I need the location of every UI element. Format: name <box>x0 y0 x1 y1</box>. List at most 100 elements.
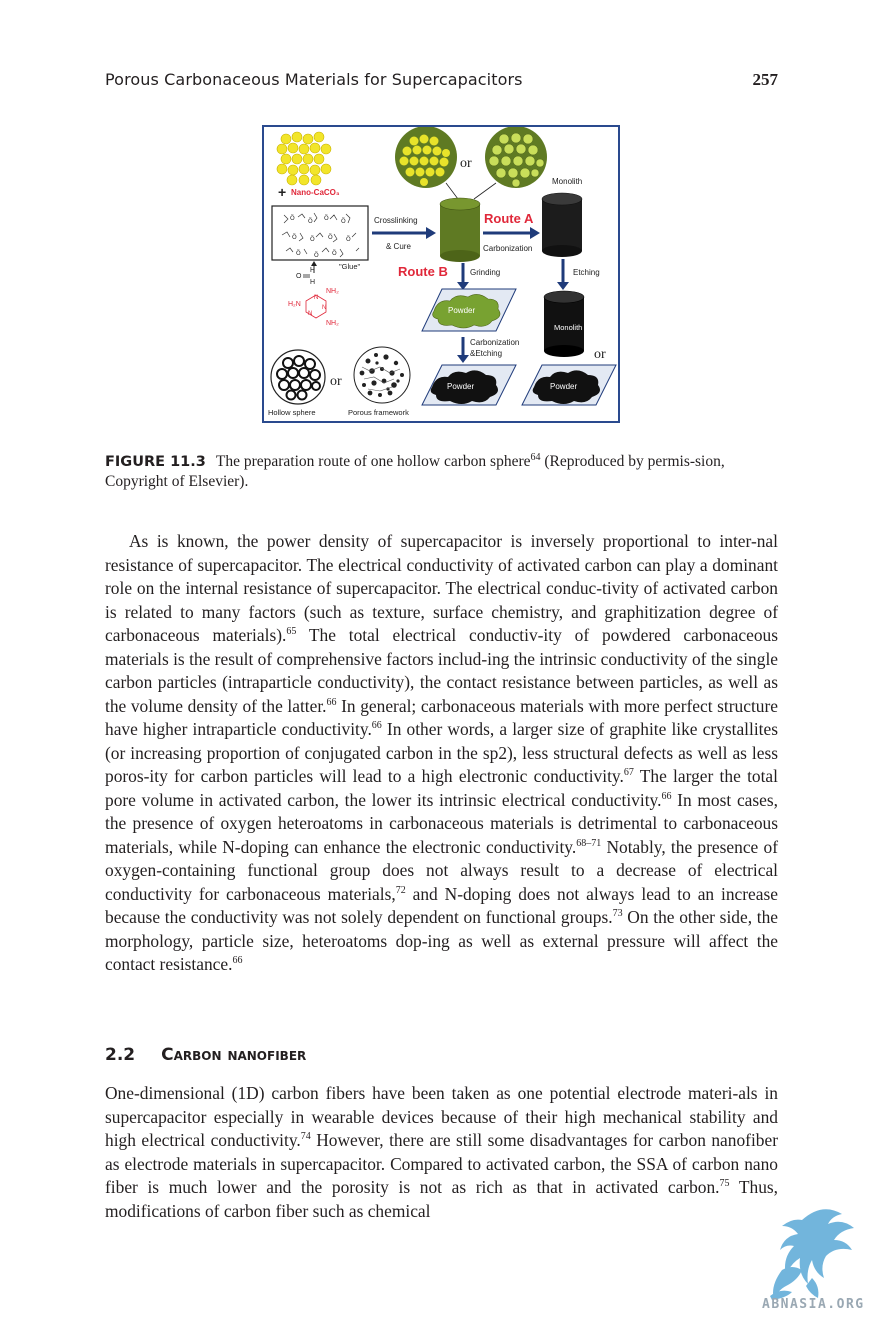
svg-text:Ö: Ö <box>290 215 295 222</box>
etching-label: Etching <box>573 268 600 277</box>
citation-ref: 73 <box>612 908 623 920</box>
citation-ref: 74 <box>300 1131 311 1143</box>
plus-sign: + <box>278 184 286 200</box>
svg-text:Ö: Ö <box>328 234 333 241</box>
connector-line-left <box>445 182 459 200</box>
svg-text:Ö: Ö <box>296 250 301 257</box>
text-run: In general; carbonaceous materials with … <box>105 695 778 740</box>
svg-text:H: H <box>310 279 315 286</box>
carbonization-etching-label-line2: &Etching <box>470 349 502 358</box>
running-title: Porous Carbonaceous Materials for Superc… <box>105 70 523 89</box>
citation-ref: 75 <box>719 1178 730 1190</box>
citation-ref: 66 <box>661 790 672 802</box>
polymer-network-box: Ö Ö Ö Ö Ö Ö Ö Ö Ö Ö Ö <box>271 205 369 261</box>
svg-text:H₂N: H₂N <box>288 301 301 308</box>
or-label-bottom: or <box>330 374 342 389</box>
svg-text:Ö: Ö <box>341 218 346 225</box>
svg-text:Ö: Ö <box>292 234 297 241</box>
route-a-arrow <box>483 227 540 239</box>
grinding-label: Grinding <box>470 268 500 277</box>
svg-text:Ö: Ö <box>314 252 319 259</box>
body-paragraph-nanofiber: One-dimensional (1D) carbon fibers have … <box>105 1082 778 1223</box>
text-run: One-dimensional (1D) carbon fibers have … <box>105 1083 778 1150</box>
svg-text:N: N <box>308 311 312 317</box>
citation-ref: 66 <box>326 696 337 708</box>
powder-label-black-right: Powder <box>550 382 577 391</box>
citation-ref: 72 <box>395 884 406 896</box>
route-b-label: Route B <box>398 264 448 279</box>
figure-caption: FIGURE 11.3 The preparation route of one … <box>105 452 778 492</box>
text-run: On the other side, the morphology, parti… <box>105 907 779 974</box>
text-run: Thus, modifications of carbon fiber such… <box>105 1177 779 1221</box>
green-monolith-cylinder <box>439 197 481 262</box>
page-number: 257 <box>752 70 779 89</box>
svg-text:H: H <box>310 267 315 274</box>
section-title: Carbon nanofiber <box>161 1045 307 1065</box>
section-number: 2.2 <box>105 1045 136 1065</box>
porous-framework-cluster <box>353 346 411 404</box>
citation-ref: 68–71 <box>576 837 602 849</box>
text-run: and N-doping does not always lead to an … <box>105 883 778 928</box>
top-particle-sphere-right <box>485 127 547 188</box>
carbon-monolith-cylinder <box>541 192 583 257</box>
dragon-watermark-logo <box>770 1209 854 1300</box>
nano-caco3-particles <box>276 131 332 186</box>
melamine-molecule: NH₂ H₂N NNN NH₂ <box>288 288 339 327</box>
svg-text:N: N <box>314 295 318 301</box>
svg-text:Ö: Ö <box>346 236 351 243</box>
porous-framework-label: Porous framework <box>348 408 409 417</box>
svg-text:NH₂: NH₂ <box>326 288 339 295</box>
hollow-sphere-cluster <box>270 349 326 405</box>
carbonization-etching-arrow <box>457 337 469 363</box>
text-run: The larger the total pore volume in acti… <box>105 766 778 810</box>
citation-ref: 66 <box>371 720 382 732</box>
etched-monolith-cylinder <box>543 290 585 357</box>
figure-label: FIGURE 11.3 <box>105 454 206 470</box>
powder-label-black-left: Powder <box>447 382 474 391</box>
citation-ref: 67 <box>623 767 634 779</box>
glue-label: "Glue" <box>339 262 361 271</box>
svg-text:Ö: Ö <box>308 218 313 225</box>
svg-text:O: O <box>296 273 302 280</box>
carbonization-label: Carbonization <box>483 244 532 253</box>
hollow-sphere-label: Hollow sphere <box>268 408 316 417</box>
black-powder-right <box>521 364 617 406</box>
svg-text:N: N <box>322 305 326 311</box>
top-particle-sphere-left <box>395 127 457 188</box>
watermark-text: ABNASIA.ORG <box>762 1297 865 1312</box>
svg-text:Ö: Ö <box>310 236 315 243</box>
monolith-label-mid: Monolith <box>554 323 582 332</box>
running-header: Porous Carbonaceous Materials for Superc… <box>105 70 778 92</box>
caption-text: The preparation route of one hollow carb… <box>215 453 531 470</box>
monolith-label-top: Monolith <box>552 177 582 186</box>
text-run: In other words, a larger size of graphit… <box>105 719 778 786</box>
nano-caco3-label: Nano-CaCO₃ <box>291 188 340 197</box>
citation-ref: 65 <box>286 626 297 638</box>
svg-text:NH₂: NH₂ <box>326 320 339 327</box>
green-powder-pile <box>421 288 517 332</box>
etching-arrow <box>557 259 569 290</box>
black-powder-left <box>421 364 517 406</box>
powder-label-green: Powder <box>448 306 475 315</box>
grinding-arrow <box>457 263 469 290</box>
svg-text:Ö: Ö <box>324 215 329 222</box>
or-label-right: or <box>594 347 606 362</box>
crosslinking-label: Crosslinking <box>374 216 418 225</box>
carbonization-etching-label-line1: Carbonization <box>470 338 519 347</box>
formaldehyde-molecule: O HH <box>296 261 317 286</box>
text-run: As is known, the power density of superc… <box>105 531 778 645</box>
text-run: The total electrical conductiv-ity of po… <box>105 625 778 716</box>
text-run: In most cases, the presence of oxygen he… <box>105 789 778 857</box>
citation-ref: 66 <box>232 955 243 967</box>
connector-line-right <box>473 182 497 200</box>
text-run: Notably, the presence of oxygen-containi… <box>105 836 778 904</box>
crosslinking-arrow <box>372 227 436 239</box>
caption-citation: 64 <box>530 451 541 463</box>
text-run: However, there are still some disadvanta… <box>105 1130 778 1197</box>
section-heading: 2.2 Carbon nanofiber <box>105 1045 306 1065</box>
route-a-label: Route A <box>484 211 534 226</box>
or-label-top: or <box>460 156 472 171</box>
cure-label: & Cure <box>386 242 411 251</box>
body-paragraph-conductivity: As is known, the power density of superc… <box>105 530 778 977</box>
